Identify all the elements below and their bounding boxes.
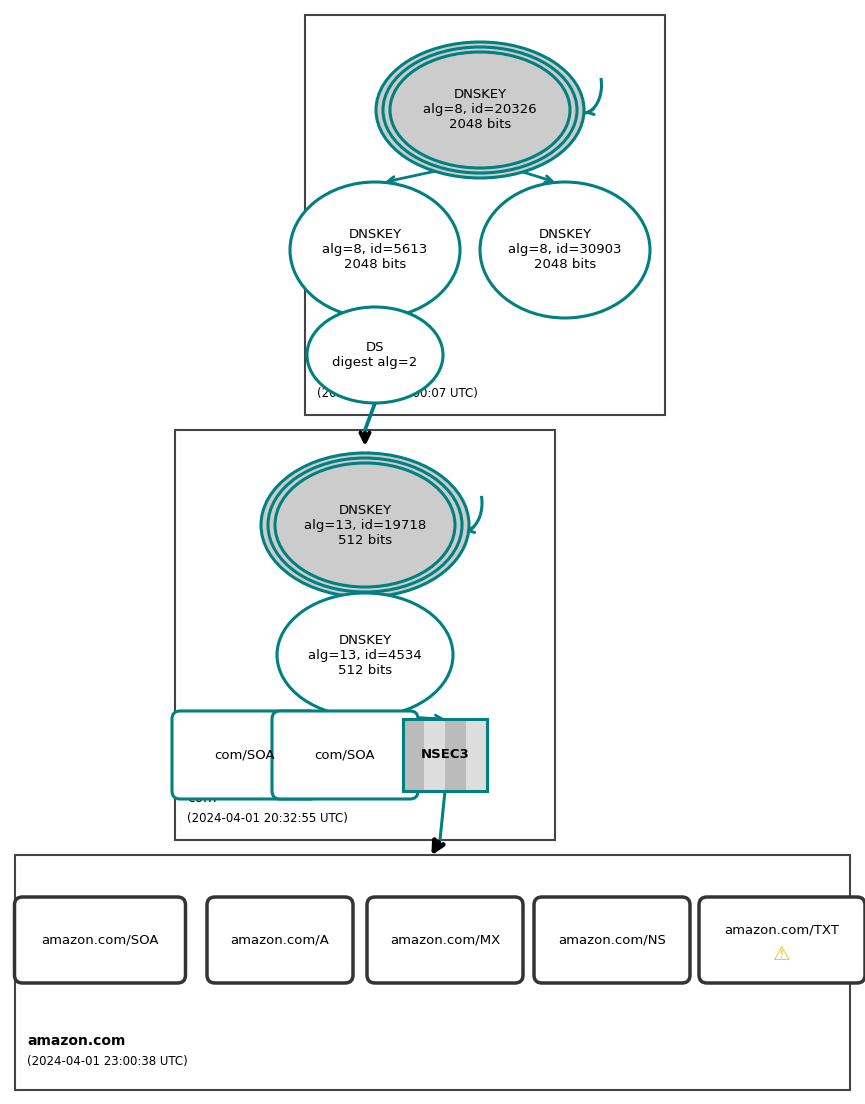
Text: amazon.com/MX: amazon.com/MX: [390, 934, 500, 946]
Text: NSEC3: NSEC3: [420, 749, 470, 762]
Ellipse shape: [277, 593, 453, 716]
FancyBboxPatch shape: [534, 896, 690, 983]
Ellipse shape: [383, 47, 577, 173]
Text: .: .: [317, 367, 322, 380]
Text: amazon.com/TXT: amazon.com/TXT: [725, 924, 839, 936]
Ellipse shape: [275, 463, 455, 587]
FancyBboxPatch shape: [272, 711, 418, 799]
Text: DNSKEY
alg=8, id=30903
2048 bits: DNSKEY alg=8, id=30903 2048 bits: [509, 229, 622, 272]
Text: (2024-04-01 20:32:55 UTC): (2024-04-01 20:32:55 UTC): [187, 813, 348, 825]
Bar: [403, 719, 487, 790]
Text: amazon.com/SOA: amazon.com/SOA: [42, 934, 159, 946]
Text: DNSKEY
alg=13, id=19718
512 bits: DNSKEY alg=13, id=19718 512 bits: [304, 503, 426, 546]
Text: com/SOA: com/SOA: [315, 749, 375, 762]
Bar: [424, 719, 445, 790]
Text: DNSKEY
alg=13, id=4534
512 bits: DNSKEY alg=13, id=4534 512 bits: [308, 634, 422, 677]
FancyBboxPatch shape: [699, 896, 865, 983]
Text: DS
digest alg=2: DS digest alg=2: [332, 341, 418, 369]
Bar: [403, 719, 424, 790]
Bar: [466, 719, 487, 790]
FancyBboxPatch shape: [207, 896, 353, 983]
Bar: [175, 429, 555, 840]
FancyBboxPatch shape: [15, 896, 185, 983]
Text: (2024-04-01 23:00:38 UTC): (2024-04-01 23:00:38 UTC): [27, 1055, 188, 1068]
Ellipse shape: [261, 453, 469, 597]
Text: com: com: [187, 790, 216, 805]
Ellipse shape: [480, 182, 650, 318]
Text: com/SOA: com/SOA: [215, 749, 275, 762]
Ellipse shape: [268, 458, 462, 592]
FancyBboxPatch shape: [172, 711, 318, 799]
Text: amazon.com/A: amazon.com/A: [231, 934, 330, 946]
Text: (2024-04-01 20:00:07 UTC): (2024-04-01 20:00:07 UTC): [317, 388, 477, 400]
Bar: [445, 719, 466, 790]
Ellipse shape: [390, 52, 570, 168]
Ellipse shape: [307, 307, 443, 403]
Ellipse shape: [290, 182, 460, 318]
Text: DNSKEY
alg=8, id=5613
2048 bits: DNSKEY alg=8, id=5613 2048 bits: [323, 229, 427, 272]
Text: DNSKEY
alg=8, id=20326
2048 bits: DNSKEY alg=8, id=20326 2048 bits: [423, 88, 537, 131]
Ellipse shape: [376, 42, 584, 178]
Text: ⚠: ⚠: [773, 945, 791, 964]
Text: amazon.com: amazon.com: [27, 1034, 125, 1048]
FancyBboxPatch shape: [367, 896, 523, 983]
Text: amazon.com/NS: amazon.com/NS: [558, 934, 666, 946]
Bar: [305, 15, 665, 415]
Bar: [15, 854, 850, 1090]
